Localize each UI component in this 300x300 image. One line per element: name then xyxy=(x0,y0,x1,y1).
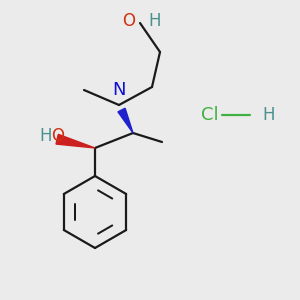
Text: H: H xyxy=(40,127,52,145)
Text: H: H xyxy=(262,106,274,124)
Text: Cl: Cl xyxy=(201,106,219,124)
Text: N: N xyxy=(112,81,126,99)
Text: O: O xyxy=(52,127,64,145)
Text: H: H xyxy=(148,12,161,30)
Text: O: O xyxy=(122,12,135,30)
Polygon shape xyxy=(118,108,133,133)
Polygon shape xyxy=(56,134,95,148)
